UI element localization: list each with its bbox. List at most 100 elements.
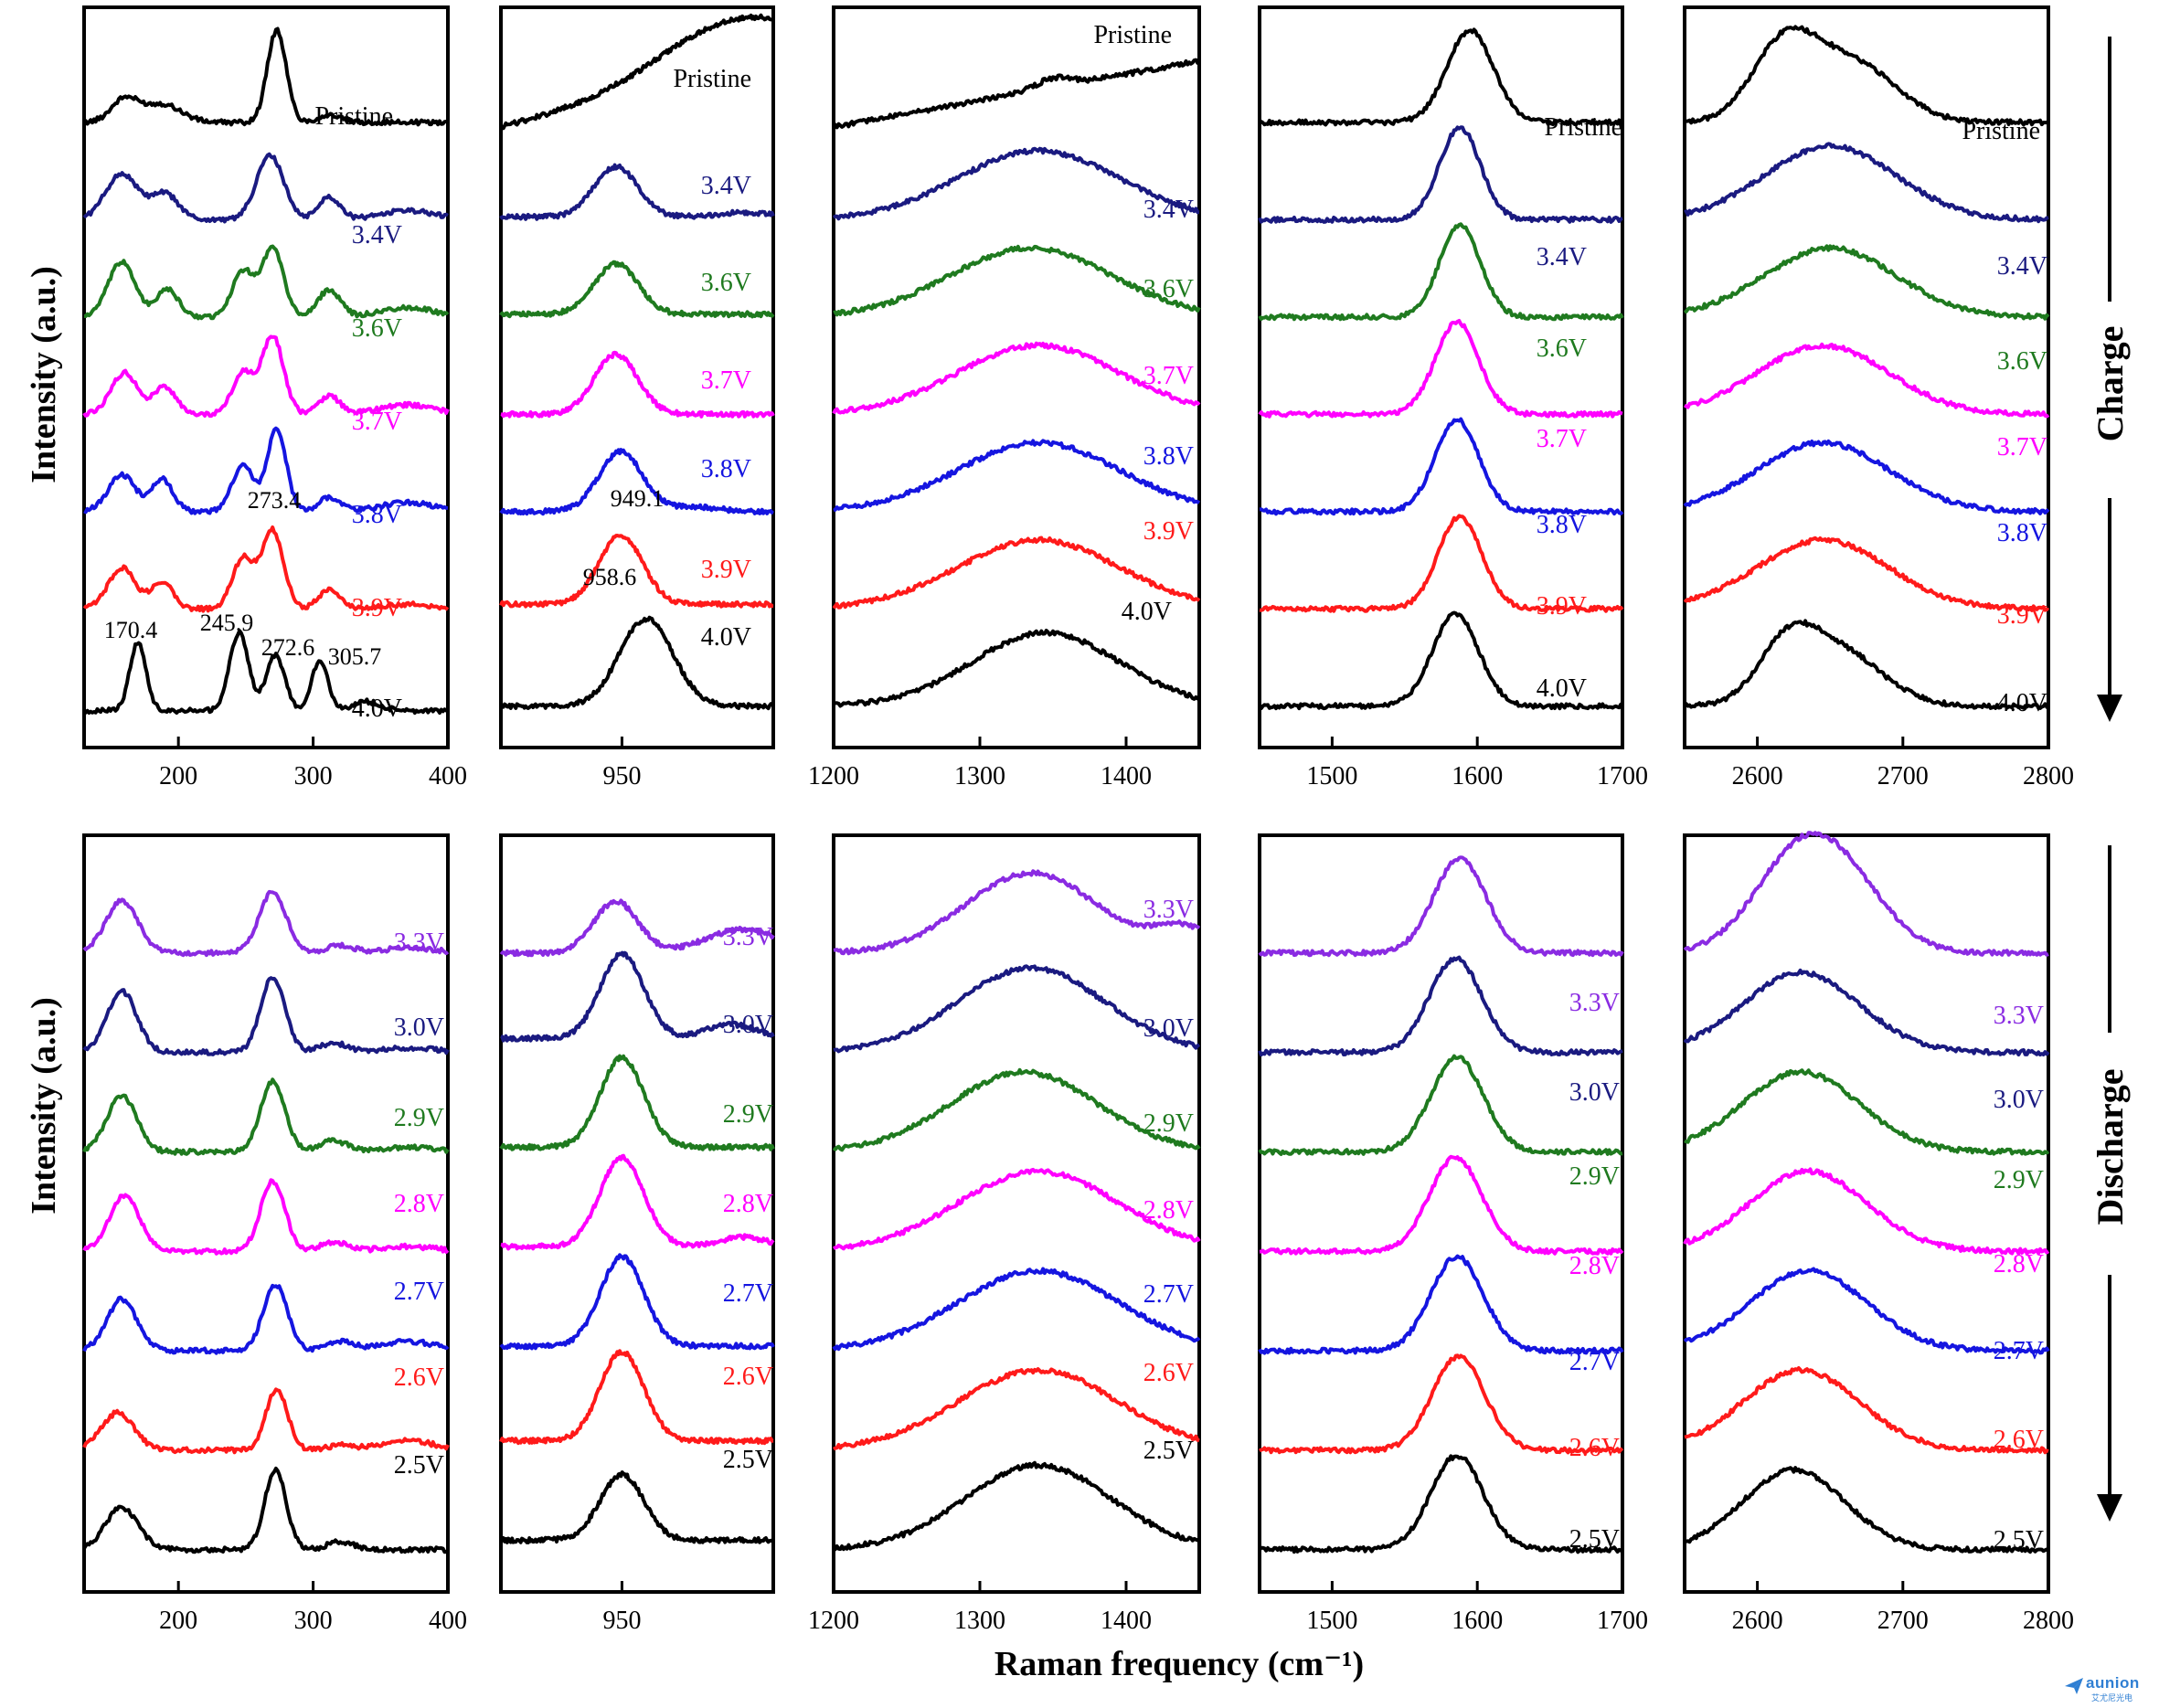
series-label: 2.8V [723, 1190, 773, 1218]
x-tick-label: 1600 [1452, 762, 1503, 790]
series-line-3-9v [82, 525, 450, 613]
series-line-2-6v [1258, 1353, 1624, 1455]
x-axis-label: Raman frequency (cm⁻¹) [994, 1645, 1364, 1683]
series-line-2-9v [832, 1067, 1201, 1152]
series-line-3-6v [833, 244, 1201, 317]
series-label: 3.4V [352, 221, 402, 249]
x-tick-label: 1500 [1306, 762, 1357, 790]
peak-annotation: 949.1 [611, 485, 665, 512]
plot-frame [1683, 5, 2050, 749]
series-line-3-7v [1258, 319, 1623, 419]
x-tick-label: 300 [294, 1607, 333, 1635]
peak-annotation: 305.7 [328, 643, 382, 670]
series-line-3-0v [500, 950, 775, 1043]
discharge-arrow-head-icon [2097, 1494, 2122, 1522]
watermark-subtitle: 艾尤尼光电 [2091, 1693, 2133, 1703]
panel-charge-4: 1500 1600 1700 Pristine 3.4V 3.6V 3.7V 3.8V 3.9V… [1258, 5, 1648, 790]
x-tick-label: 200 [159, 762, 197, 790]
series-line-3-4v [82, 152, 450, 224]
charge-direction-indicator: Charge [2090, 37, 2131, 722]
x-tick-label: 2600 [1732, 762, 1783, 790]
series-label: 2.9V [1143, 1109, 1194, 1138]
series-label: 3.0V [1994, 1086, 2044, 1114]
y-axis-label-discharge: Intensity (a.u.) [25, 997, 63, 1215]
series-line-pristine [1684, 25, 2050, 127]
series-line-2-8v [832, 1167, 1201, 1251]
series-line-2-7v [832, 1267, 1201, 1352]
series-line-4-0v [833, 629, 1200, 708]
series-label: 3.4V [1997, 252, 2047, 281]
series-line-3-6v [1258, 222, 1624, 322]
series-label: 3.6V [1537, 334, 1587, 363]
series-label: 3.6V [1143, 275, 1194, 303]
series-label: 2.9V [394, 1104, 444, 1132]
series-line-3-4v [1258, 125, 1623, 224]
watermark-brand: aunion [2086, 1674, 2140, 1692]
series-label: 3.8V [701, 455, 751, 483]
x-tick-label: 1400 [1101, 762, 1152, 790]
series-label: 2.5V [394, 1451, 444, 1480]
series-label: 3.0V [394, 1013, 444, 1042]
x-tick-label: 1300 [954, 1607, 1005, 1635]
series-label: 2.5V [723, 1446, 773, 1474]
series-label: 3.3V [1994, 1002, 2044, 1030]
x-tick-label: 2600 [1732, 1607, 1783, 1635]
series-label: 2.7V [723, 1279, 773, 1308]
series-line-pristine [1259, 27, 1623, 127]
plot-frame [82, 833, 450, 1594]
panel-discharge-2: 950 3.3V 3.0V 2.9V 2.8V 2.7V 2.6V 2.5V [499, 833, 775, 1635]
panel-charge-1: 200 300 400 Pristine 3.4V 3.6V 3.7V 3.8V 3.9V 4.0… [82, 5, 467, 790]
series-line-2-6v [82, 1387, 450, 1455]
series-label: 3.0V [1143, 1014, 1194, 1043]
series-label: 2.8V [1994, 1250, 2044, 1278]
series-label: 3.8V [352, 501, 402, 529]
series-label: Pristine [673, 65, 751, 93]
peak-annotation: 170.4 [104, 617, 158, 643]
series-line-2-5v [832, 1460, 1200, 1552]
series-line-2-7v [1258, 1254, 1624, 1355]
series-label: 3.0V [723, 1011, 773, 1039]
series-line-3-0v [1258, 955, 1623, 1057]
series-line-pristine [83, 27, 449, 127]
series-label: 2.7V [1569, 1348, 1620, 1376]
series-line-2-8v [82, 1178, 450, 1256]
series-line-2-5v [1683, 1466, 2049, 1554]
series-line-3-6v [83, 244, 450, 321]
series-line-4-0v [1684, 619, 2050, 710]
series-line-2-7v [499, 1253, 775, 1351]
series-label: 3.6V [352, 314, 402, 343]
series-label: 3.7V [352, 408, 402, 436]
x-tick-label: 1700 [1597, 1607, 1648, 1635]
plot-frame [499, 833, 775, 1594]
series-label: 3.7V [1537, 425, 1587, 453]
series-label: 4.0V [1997, 689, 2047, 717]
plot-frame [832, 833, 1201, 1594]
series-label: 3.9V [1143, 517, 1194, 546]
series-label: 2.5V [1569, 1525, 1620, 1554]
series-label: 2.5V [1143, 1437, 1194, 1465]
series-label: 2.6V [1569, 1434, 1620, 1462]
x-tick-label: 400 [429, 1607, 467, 1635]
series-line-3-8v [83, 426, 449, 515]
series-line-3-7v [1683, 342, 2050, 419]
x-tick-label: 2700 [1877, 1607, 1929, 1635]
series-line-2-6v [499, 1349, 774, 1446]
series-label: 2.5V [1994, 1526, 2044, 1554]
series-line-4-0v [499, 615, 774, 711]
x-tick-label: 2800 [2023, 762, 2074, 790]
series-line-pristine [832, 58, 1200, 131]
series-label: 3.8V [1537, 511, 1587, 539]
series-line-pristine [500, 13, 774, 131]
x-tick-label: 300 [294, 762, 333, 790]
series-label: 2.8V [1569, 1252, 1620, 1280]
series-line-3-4v [832, 146, 1200, 221]
x-tick-label: 400 [429, 762, 467, 790]
series-label: 3.3V [394, 928, 444, 957]
x-tick-label: 950 [602, 1607, 641, 1635]
x-tick-label: 950 [602, 762, 641, 790]
discharge-direction-indicator: Discharge [2090, 845, 2131, 1522]
series-label: 3.6V [1997, 347, 2047, 376]
series-label: Pristine [1962, 117, 2040, 145]
panel-discharge-3: 1200 1300 1400 3.3V 3.0V 2.9V 2.8V 2.7V 2.6V 2.5V [808, 833, 1201, 1635]
series-label: 3.9V [352, 594, 402, 622]
